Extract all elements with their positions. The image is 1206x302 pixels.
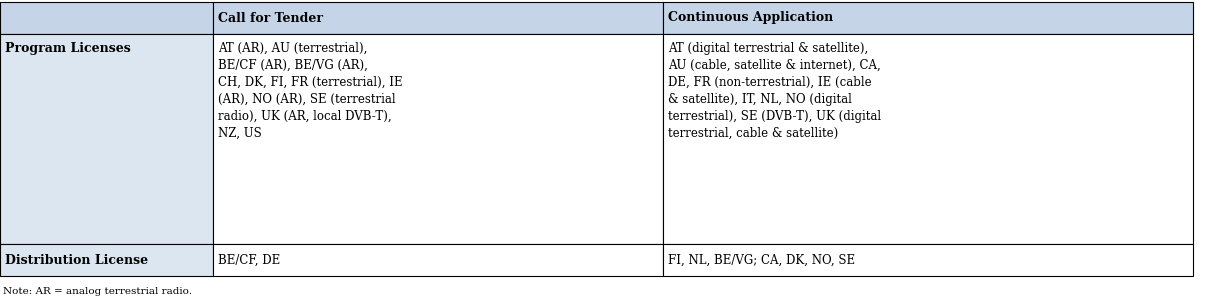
Bar	[213, 34, 663, 244]
Bar	[663, 2, 1193, 34]
Text: Call for Tender: Call for Tender	[218, 11, 323, 24]
Text: FI, NL, BE/VG; CA, DK, NO, SE: FI, NL, BE/VG; CA, DK, NO, SE	[668, 253, 855, 266]
Text: Program Licenses: Program Licenses	[5, 42, 130, 55]
Bar	[0, 34, 213, 244]
Bar	[663, 244, 1193, 276]
Text: AT (AR), AU (terrestrial),
BE/CF (AR), BE/VG (AR),
CH, DK, FI, FR (terrestrial),: AT (AR), AU (terrestrial), BE/CF (AR), B…	[218, 42, 403, 140]
Bar	[213, 244, 663, 276]
Text: Distribution License: Distribution License	[5, 253, 148, 266]
Text: Note: AR = analog terrestrial radio.: Note: AR = analog terrestrial radio.	[2, 287, 192, 296]
Text: AT (digital terrestrial & satellite),
AU (cable, satellite & internet), CA,
DE, : AT (digital terrestrial & satellite), AU…	[668, 42, 882, 140]
Text: BE/CF, DE: BE/CF, DE	[218, 253, 280, 266]
Bar	[0, 2, 213, 34]
Bar	[0, 244, 213, 276]
Bar	[663, 34, 1193, 244]
Bar	[213, 2, 663, 34]
Text: Continuous Application: Continuous Application	[668, 11, 833, 24]
